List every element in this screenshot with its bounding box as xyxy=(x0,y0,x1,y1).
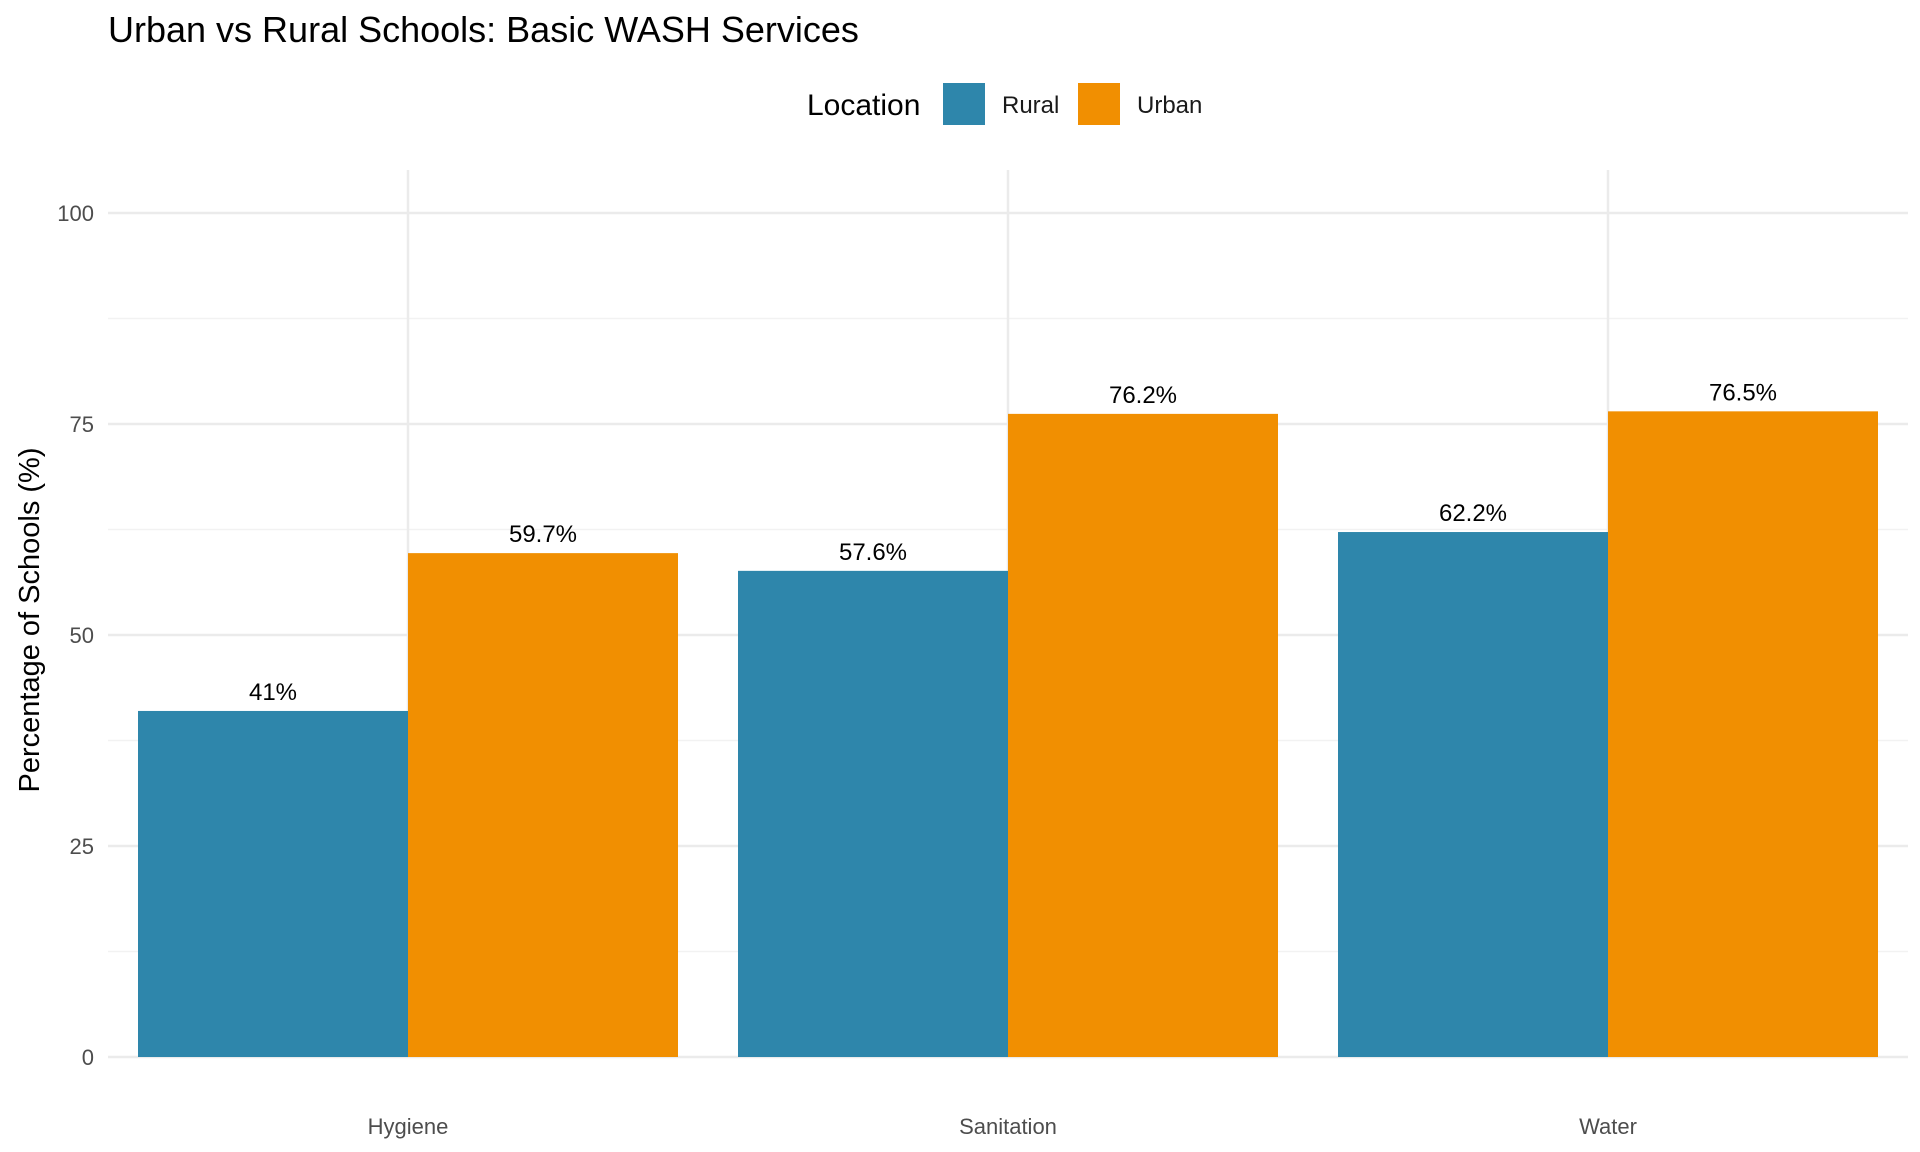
legend-swatch-rural xyxy=(943,83,985,125)
data-label-rural-hygiene: 41% xyxy=(249,679,297,706)
data-label-rural-sanitation: 57.6% xyxy=(839,539,907,566)
y-axis-title: Percentage of Schools (%) xyxy=(14,448,46,793)
x-tick-label: Sanitation xyxy=(959,1114,1057,1139)
legend-title: Location xyxy=(807,89,920,122)
y-tick-label: 75 xyxy=(70,412,94,437)
data-label-urban-sanitation: 76.2% xyxy=(1109,382,1177,409)
data-labels: 41% 59.7% 57.6% 76.2% 62.2% 76.5% xyxy=(249,379,1777,706)
legend-swatch-urban xyxy=(1078,83,1120,125)
bar-rural-sanitation xyxy=(738,570,1008,1057)
x-tick-label: Hygiene xyxy=(368,1114,449,1139)
x-tick-label: Water xyxy=(1579,1114,1637,1139)
bar-urban-hygiene xyxy=(408,553,678,1057)
bar-rural-water xyxy=(1338,532,1608,1057)
y-axis-ticks: 0 25 50 75 100 xyxy=(57,201,94,1070)
legend-label-rural: Rural xyxy=(1002,92,1059,119)
bar-urban-sanitation xyxy=(1008,413,1278,1057)
y-tick-label: 25 xyxy=(70,834,94,859)
legend-label-urban: Urban xyxy=(1137,92,1202,119)
legend: Location Rural Urban xyxy=(807,83,1202,125)
y-tick-label: 0 xyxy=(82,1045,94,1070)
x-axis-ticks: Hygiene Sanitation Water xyxy=(368,1114,1637,1139)
bars xyxy=(138,411,1878,1058)
y-tick-label: 100 xyxy=(57,201,94,226)
chart-title: Urban vs Rural Schools: Basic WASH Servi… xyxy=(108,9,859,50)
data-label-rural-water: 62.2% xyxy=(1439,500,1507,527)
bar-rural-hygiene xyxy=(138,710,408,1057)
data-label-urban-water: 76.5% xyxy=(1709,379,1777,406)
bar-urban-water xyxy=(1608,411,1878,1058)
data-label-urban-hygiene: 59.7% xyxy=(509,521,577,548)
y-tick-label: 50 xyxy=(70,623,94,648)
